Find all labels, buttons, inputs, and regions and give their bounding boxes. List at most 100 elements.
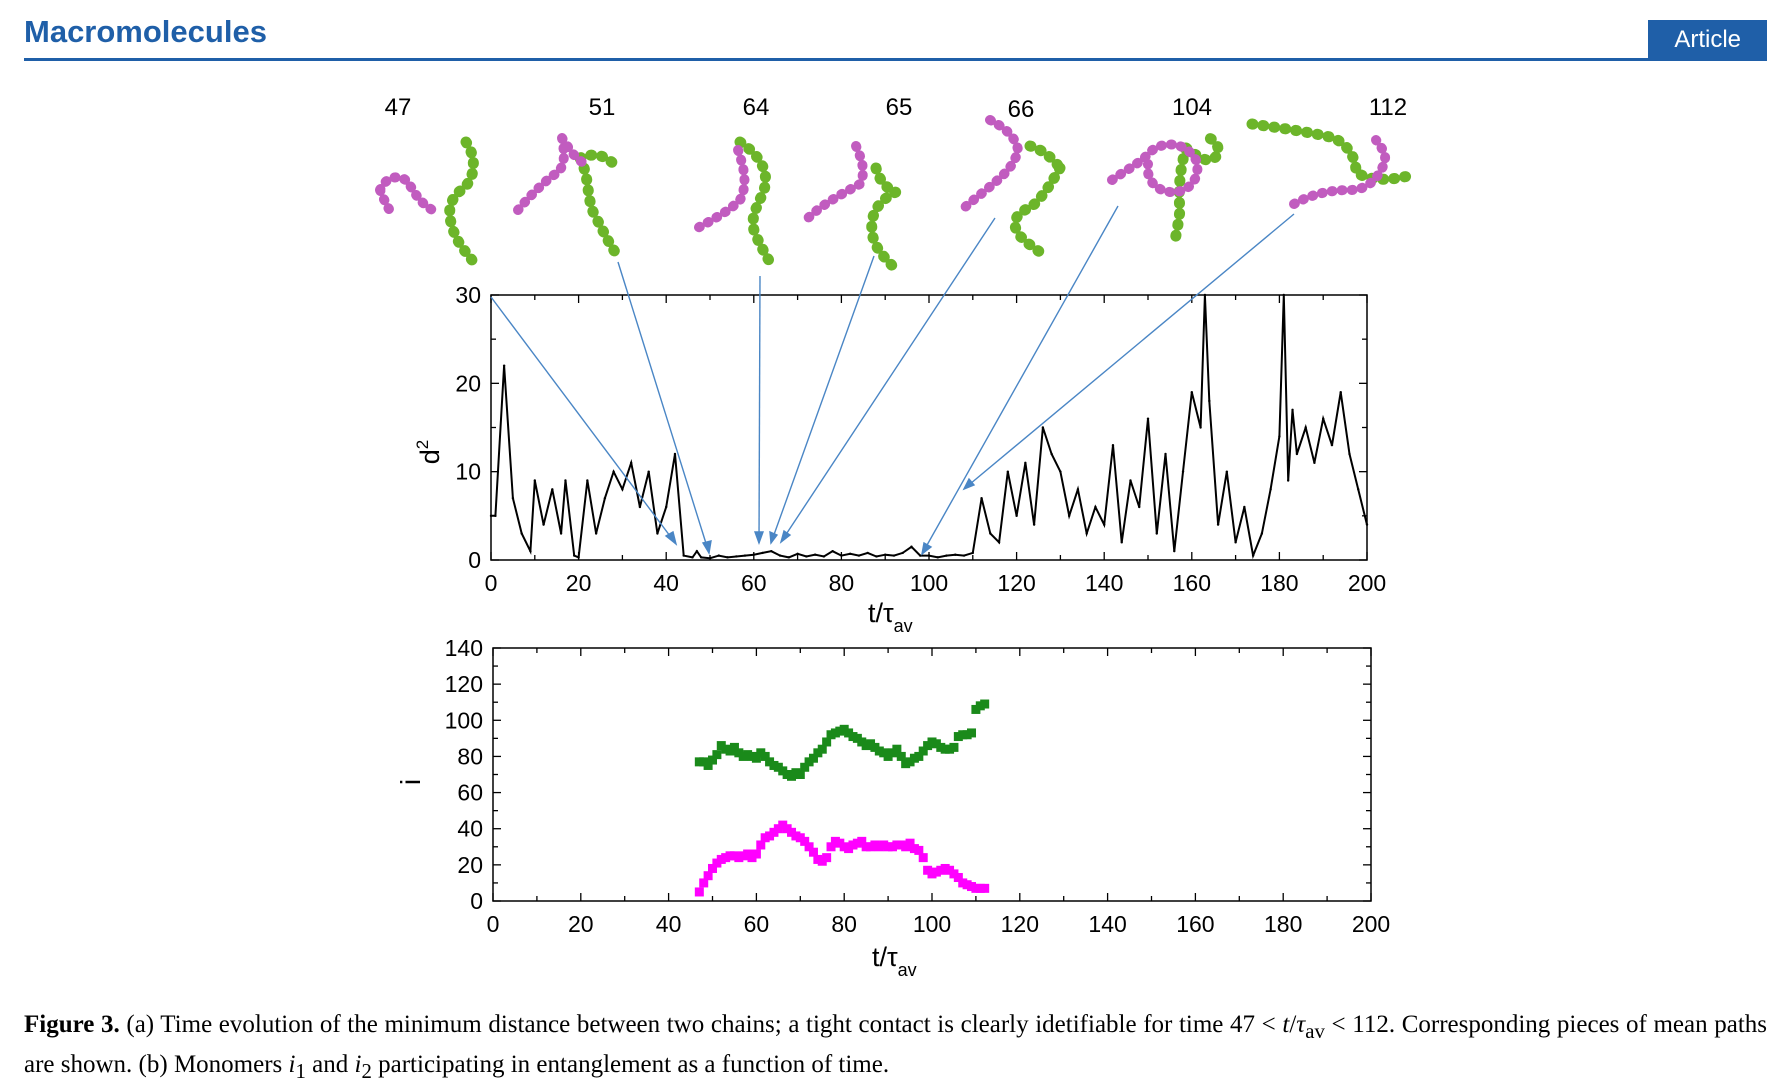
- y-ticks: 0 20 40 60 80 100 120 140: [445, 635, 1371, 914]
- data-point: [695, 549, 699, 553]
- data-point: [1173, 549, 1176, 553]
- x-tick-label: 80: [831, 911, 857, 937]
- data-point: [875, 555, 878, 558]
- caption-math: i: [288, 1051, 296, 1078]
- data-point: [840, 554, 843, 557]
- data-point: [1322, 417, 1325, 420]
- x-tick-label: 80: [829, 570, 855, 596]
- snapshot-label: 65: [886, 94, 913, 121]
- data-point-i2: [953, 873, 963, 883]
- y-tick-label: 10: [455, 459, 481, 485]
- caption-text: < 112. Corresponding pieces of mean path…: [24, 1011, 1768, 1078]
- figure-3: 47 51 64 65 66 104 112 0 20 40 60 80 100 120 14…: [375, 94, 1414, 980]
- data-point-i1: [892, 744, 902, 754]
- data-point-i2: [826, 842, 836, 852]
- plot-frame: [492, 647, 1372, 902]
- data-point: [866, 551, 869, 555]
- data-point-i2: [914, 845, 924, 855]
- data-point: [1357, 488, 1360, 491]
- caption-math: 2: [361, 1059, 372, 1083]
- chain-magenta: [375, 172, 441, 219]
- data-point: [980, 496, 983, 500]
- data-point: [1313, 461, 1316, 465]
- y-tick-label: 80: [457, 743, 483, 769]
- data-point: [927, 554, 931, 557]
- data-point-i1: [795, 770, 805, 779]
- data-point: [910, 545, 913, 548]
- data-point-i2: [857, 836, 867, 846]
- data-point: [1330, 443, 1334, 447]
- data-point-i1: [729, 742, 739, 752]
- x-ticks: 0 20 40 60 80 100 120 140 160 180 200: [485, 295, 1386, 596]
- data-point: [489, 514, 493, 518]
- y-tick-label: 0: [468, 547, 481, 573]
- data-point: [708, 557, 712, 560]
- snapshot-label: 104: [1172, 94, 1212, 121]
- data-point-i2: [905, 838, 915, 848]
- snapshot-label: 51: [589, 94, 616, 121]
- data-point-i1: [703, 760, 713, 770]
- data-point-i1: [980, 699, 990, 709]
- data-point: [529, 549, 532, 553]
- series-points: [694, 699, 990, 897]
- x-tick-label: 180: [1260, 570, 1298, 596]
- data-point: [787, 556, 791, 559]
- x-tick-label: 200: [1352, 911, 1390, 937]
- chain-green: [574, 149, 624, 262]
- snapshot-label: 66: [1008, 96, 1035, 123]
- data-point-i2: [703, 871, 713, 881]
- data-point: [682, 554, 685, 557]
- data-point-i1: [817, 744, 827, 754]
- data-point: [1243, 505, 1246, 509]
- data-point: [761, 551, 764, 555]
- data-point: [778, 554, 782, 557]
- data-point: [954, 553, 957, 556]
- caption-text: and: [305, 1051, 355, 1078]
- data-point: [1203, 293, 1207, 297]
- data-point: [533, 479, 536, 482]
- data-point-i1: [914, 751, 924, 761]
- data-point: [822, 555, 826, 558]
- data-point: [1234, 541, 1237, 544]
- x-tick-label: 200: [1348, 570, 1386, 596]
- caption-math: av: [1305, 1019, 1325, 1043]
- x-tick-label: 100: [910, 570, 948, 596]
- data-point-i1: [896, 751, 906, 761]
- snapshot-label: 112: [1369, 94, 1407, 121]
- journal-name[interactable]: Macromolecules: [24, 14, 267, 49]
- data-point: [1146, 417, 1150, 420]
- data-point-i1: [808, 753, 818, 763]
- data-point: [1251, 554, 1255, 557]
- series-points-d2: [489, 293, 1369, 560]
- data-point-i2: [980, 883, 990, 893]
- data-point: [1304, 426, 1307, 429]
- data-point: [743, 554, 747, 557]
- snapshot-label: 47: [385, 94, 412, 121]
- data-point: [1164, 452, 1167, 456]
- chain-magenta: [1107, 139, 1203, 198]
- y-tick-label: 60: [457, 780, 483, 806]
- data-point: [1260, 532, 1264, 535]
- data-point: [1339, 390, 1342, 394]
- x-tick-label: 0: [485, 570, 498, 596]
- data-point: [494, 514, 497, 518]
- data-point: [1348, 452, 1351, 456]
- caption-math: t: [1282, 1011, 1290, 1038]
- data-point: [848, 552, 852, 556]
- x-ticks: 0 20 40 60 80 100 120 140 160 180 200: [487, 648, 1390, 937]
- data-point: [1216, 523, 1220, 526]
- data-point-i2: [756, 840, 766, 850]
- caption-math: 1: [295, 1059, 306, 1083]
- y-tick-label: 20: [457, 852, 483, 878]
- data-point-i1: [708, 755, 717, 765]
- data-point: [647, 470, 650, 473]
- plot-frame: [490, 294, 1368, 561]
- y-tick-label: 20: [455, 370, 481, 396]
- data-point: [594, 532, 598, 535]
- data-point: [901, 551, 904, 555]
- x-tick-label: 160: [1176, 911, 1214, 937]
- x-tick-label: 20: [568, 911, 594, 937]
- x-tick-label: 40: [653, 570, 679, 596]
- data-point-i2: [804, 842, 814, 852]
- data-point: [612, 470, 615, 473]
